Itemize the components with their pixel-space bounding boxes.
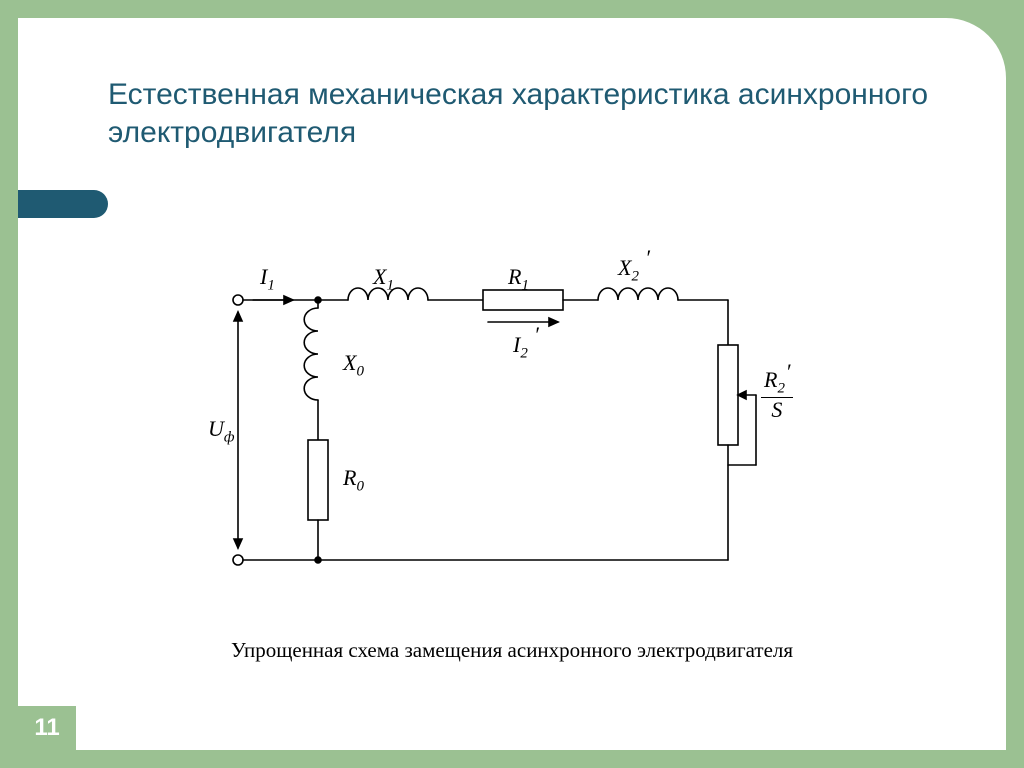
label-I1: I1 (260, 264, 275, 294)
label-R0: R0 (343, 465, 364, 495)
circuit-diagram: I1 X1 R1 X2 ′ I2 ′ X0 R0 Uф R2′ (198, 240, 848, 600)
diagram-caption: Упрощенная схема замещения асинхронного … (18, 638, 1006, 663)
label-R1: R1 (508, 264, 529, 294)
label-X0: X0 (343, 350, 364, 380)
slide-title: Естественная механическая характеристика… (108, 76, 966, 151)
label-Uf: Uф (208, 416, 235, 446)
page-number: 11 (18, 706, 76, 750)
slide-card: Естественная механическая характеристика… (18, 18, 1006, 750)
accent-bar (18, 190, 108, 218)
label-I2prime: I2 ′ (513, 332, 538, 362)
label-X2prime: X2 ′ (618, 255, 649, 285)
label-X1: X1 (373, 264, 394, 294)
label-R2prime-over-S: R2′ S (761, 368, 793, 423)
